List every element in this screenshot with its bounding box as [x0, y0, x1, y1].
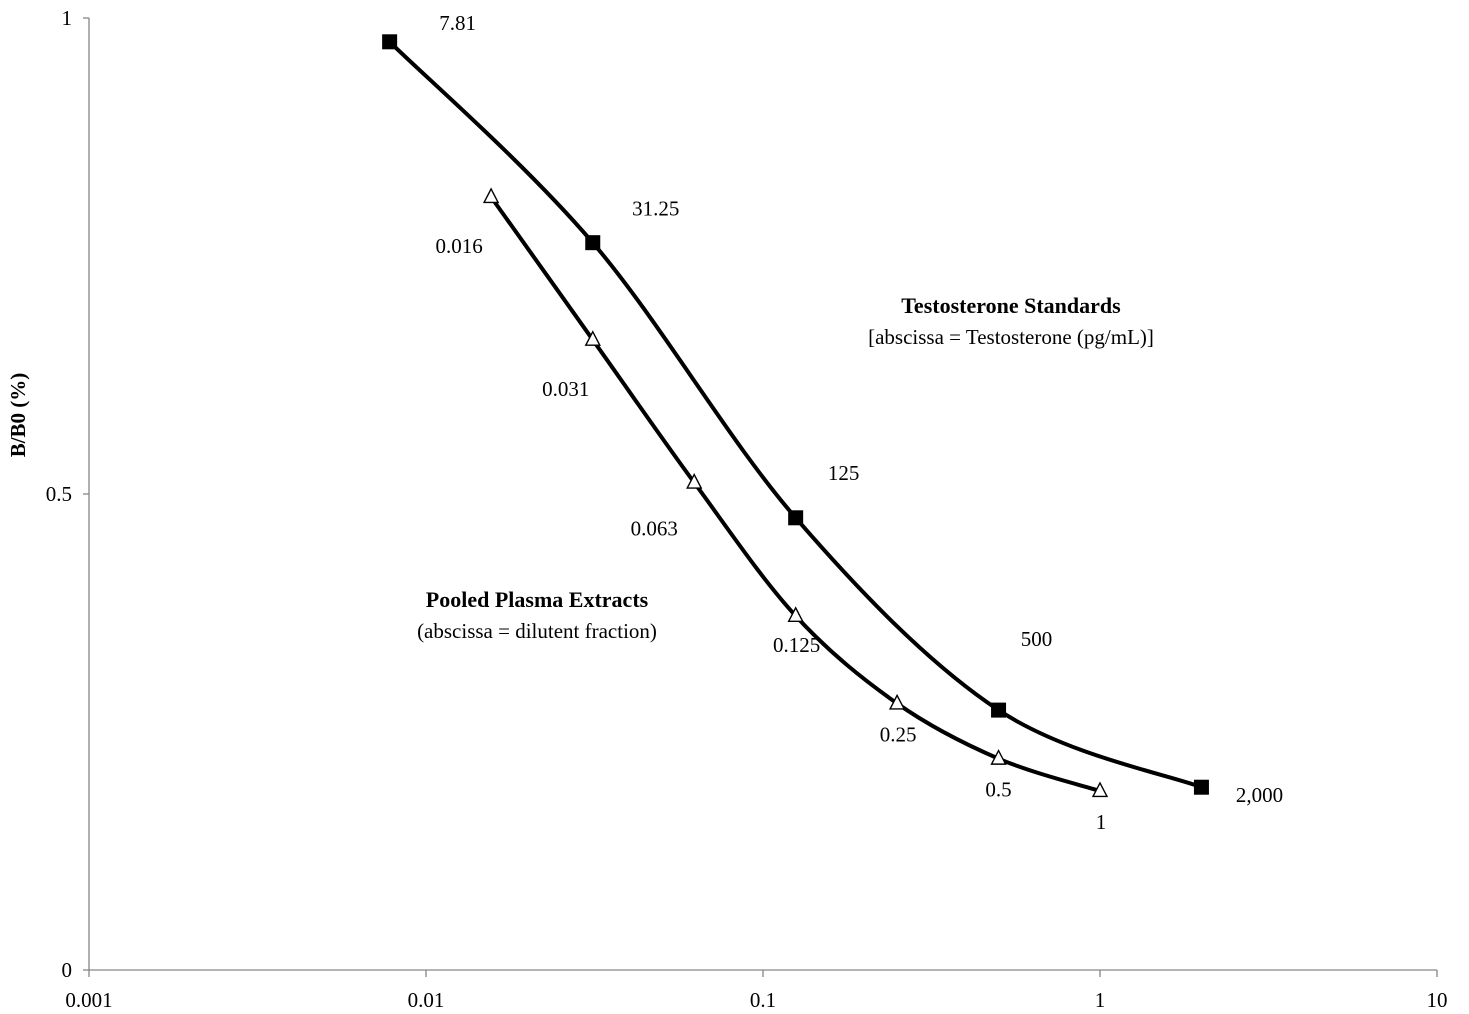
- data-label: 500: [1021, 627, 1053, 651]
- data-point-triangle: [686, 472, 703, 489]
- y-axis-title: B/B0 (%): [6, 373, 30, 458]
- data-label: 31.25: [632, 197, 679, 221]
- annotation-testosterone-standards: Testosterone Standards [abscissa = Testo…: [868, 293, 1154, 349]
- data-point-triangle: [584, 330, 601, 346]
- data-point-square: [585, 235, 601, 251]
- x-tick-label: 0.1: [750, 988, 776, 1012]
- series-line-pooled-plasma-extracts: [489, 194, 1102, 794]
- data-point-square: [991, 702, 1007, 718]
- data-label: 0.5: [985, 778, 1011, 802]
- x-tick-label: 0.01: [408, 988, 445, 1012]
- annotation-plasma-subtitle: (abscissa = dilutent fraction): [417, 619, 657, 643]
- y-ticks: 00.51: [46, 6, 89, 982]
- data-label: 0.063: [631, 517, 678, 541]
- x-ticks: 0.001 0.01 0.1 1 10: [65, 970, 1448, 1012]
- data-label: 7.81: [439, 11, 476, 35]
- data-label: 1: [1096, 810, 1107, 834]
- y-tick-label: 0: [62, 958, 73, 982]
- data-point-triangle: [888, 693, 906, 710]
- data-label: 0.25: [880, 722, 917, 746]
- data-point-triangle: [990, 749, 1007, 765]
- data-label: 125: [828, 461, 860, 485]
- y-tick-label: 1: [62, 6, 73, 30]
- data-label: 0.031: [542, 377, 589, 401]
- series-line-testosterone-standards: [387, 39, 1204, 790]
- annotation-plasma-title: Pooled Plasma Extracts: [426, 587, 649, 612]
- data-point-square: [1193, 779, 1209, 795]
- x-tick-label: 0.001: [65, 988, 112, 1012]
- annotation-standards-subtitle: [abscissa = Testosterone (pg/mL)]: [868, 325, 1154, 349]
- annotation-standards-title: Testosterone Standards: [901, 293, 1121, 318]
- annotation-pooled-plasma-extracts: Pooled Plasma Extracts (abscissa = dilut…: [417, 587, 657, 643]
- data-point-triangle: [787, 606, 804, 623]
- data-point-triangle: [1091, 781, 1109, 798]
- x-tick-label: 1: [1095, 988, 1106, 1012]
- data-label: 0.016: [435, 234, 482, 258]
- data-point-square: [788, 510, 804, 526]
- markers: [382, 34, 1209, 798]
- data-point-triangle: [482, 187, 500, 204]
- x-tick-label: 10: [1427, 988, 1448, 1012]
- y-tick-label: 0.5: [46, 482, 72, 506]
- axes: [88, 18, 1437, 971]
- data-point-square: [382, 34, 398, 50]
- data-label: 0.125: [773, 633, 820, 657]
- curves: [387, 39, 1204, 794]
- data-label: 2,000: [1236, 783, 1283, 807]
- point-labels: 7.81 31.25 125 500 2,000 0.016 0.031 0.063 0.125…: [435, 11, 1283, 834]
